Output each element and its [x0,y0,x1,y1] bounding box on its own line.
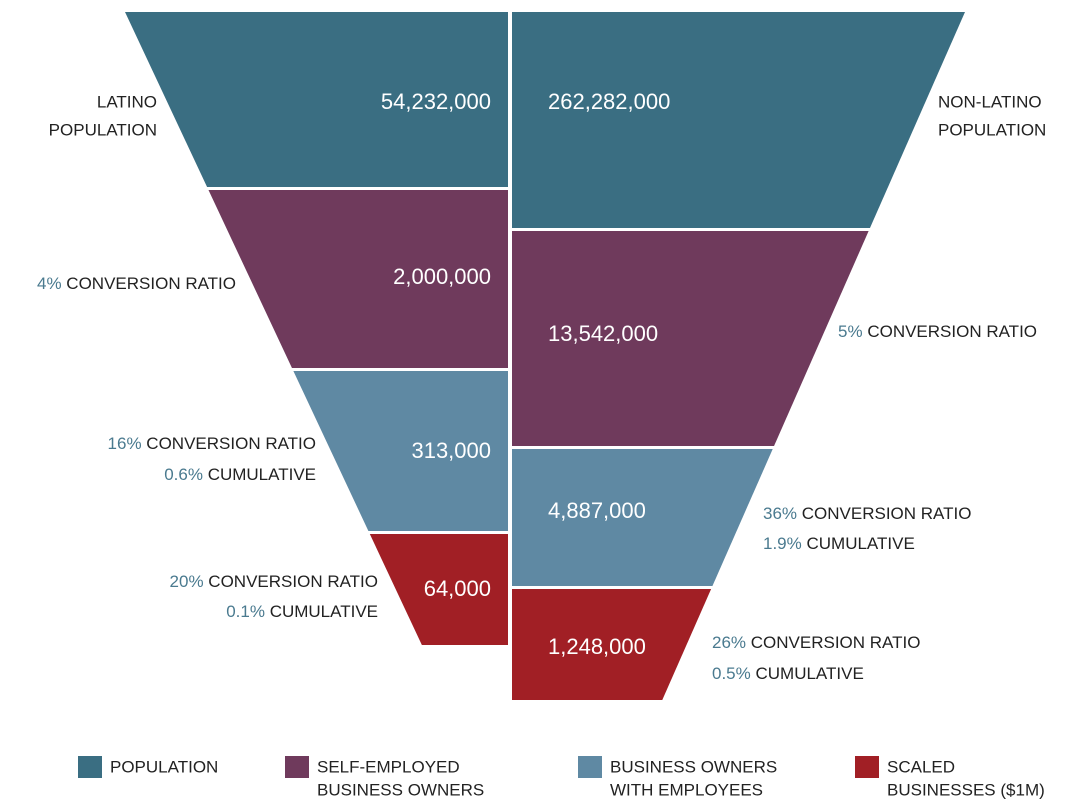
legend-swatch [855,756,879,778]
cumulative-label: 0.5% CUMULATIVE [712,664,864,683]
legend-swatch [578,756,602,778]
stage-value: 13,542,000 [548,321,658,346]
stage-value: 2,000,000 [393,264,491,289]
conversion-label: 4% CONVERSION RATIO [37,274,236,293]
stage-value: 313,000 [411,438,491,463]
conversion-text: CONVERSION RATIO [867,322,1037,341]
cumulative-label: 1.9% CUMULATIVE [763,534,915,553]
conversion-text: CONVERSION RATIO [66,274,236,293]
legend-label: BUSINESS OWNERS [610,757,777,776]
funnel-segment [512,12,965,228]
stage-value: 1,248,000 [548,634,646,659]
legend-label: WITH EMPLOYEES [610,780,763,799]
conversion-text: CONVERSION RATIO [208,572,378,591]
stage-value: 64,000 [424,576,491,601]
cumulative-text: CUMULATIVE [755,664,863,683]
legend-swatch [285,756,309,778]
group-label: POPULATION [938,120,1046,139]
legend-swatch [78,756,102,778]
cumulative-label: 0.1% CUMULATIVE [226,602,378,621]
group-label: LATINO [97,92,157,111]
conversion-label: 26% CONVERSION RATIO [712,633,920,652]
conversion-text: CONVERSION RATIO [751,633,921,652]
cumulative-text: CUMULATIVE [208,465,316,484]
stage-value: 54,232,000 [381,89,491,114]
conversion-label: 5% CONVERSION RATIO [838,322,1037,341]
conversion-text: CONVERSION RATIO [802,504,972,523]
cumulative-pct: 0.6% [164,465,203,484]
funnel-segment [293,371,508,531]
cumulative-pct: 0.5% [712,664,751,683]
conversion-label: 36% CONVERSION RATIO [763,504,971,523]
conversion-pct: 16% [108,434,142,453]
conversion-pct: 36% [763,504,797,523]
legend-label: SCALED [887,757,955,776]
conversion-pct: 26% [712,633,746,652]
conversion-text: CONVERSION RATIO [146,434,316,453]
cumulative-text: CUMULATIVE [270,602,378,621]
legend-label: BUSINESS OWNERS [317,780,484,799]
funnel-segment [208,190,508,368]
conversion-pct: 20% [170,572,204,591]
stage-value: 4,887,000 [548,498,646,523]
group-label: POPULATION [49,120,157,139]
cumulative-pct: 0.1% [226,602,265,621]
conversion-label: 20% CONVERSION RATIO [170,572,378,591]
conversion-pct: 5% [838,322,863,341]
conversion-label: 16% CONVERSION RATIO [108,434,316,453]
funnel-segment [512,589,712,700]
group-label: NON-LATINO [938,92,1042,111]
legend-label: BUSINESSES ($1M) [887,780,1045,799]
stage-value: 262,282,000 [548,89,670,114]
funnel-segment [125,12,508,187]
cumulative-text: CUMULATIVE [806,534,914,553]
cumulative-label: 0.6% CUMULATIVE [164,465,316,484]
conversion-pct: 4% [37,274,62,293]
funnel-segment [512,449,773,586]
legend-label: POPULATION [110,757,218,776]
funnel-segment [512,231,869,446]
cumulative-pct: 1.9% [763,534,802,553]
legend-label: SELF-EMPLOYED [317,757,460,776]
funnel-segment [369,534,508,645]
